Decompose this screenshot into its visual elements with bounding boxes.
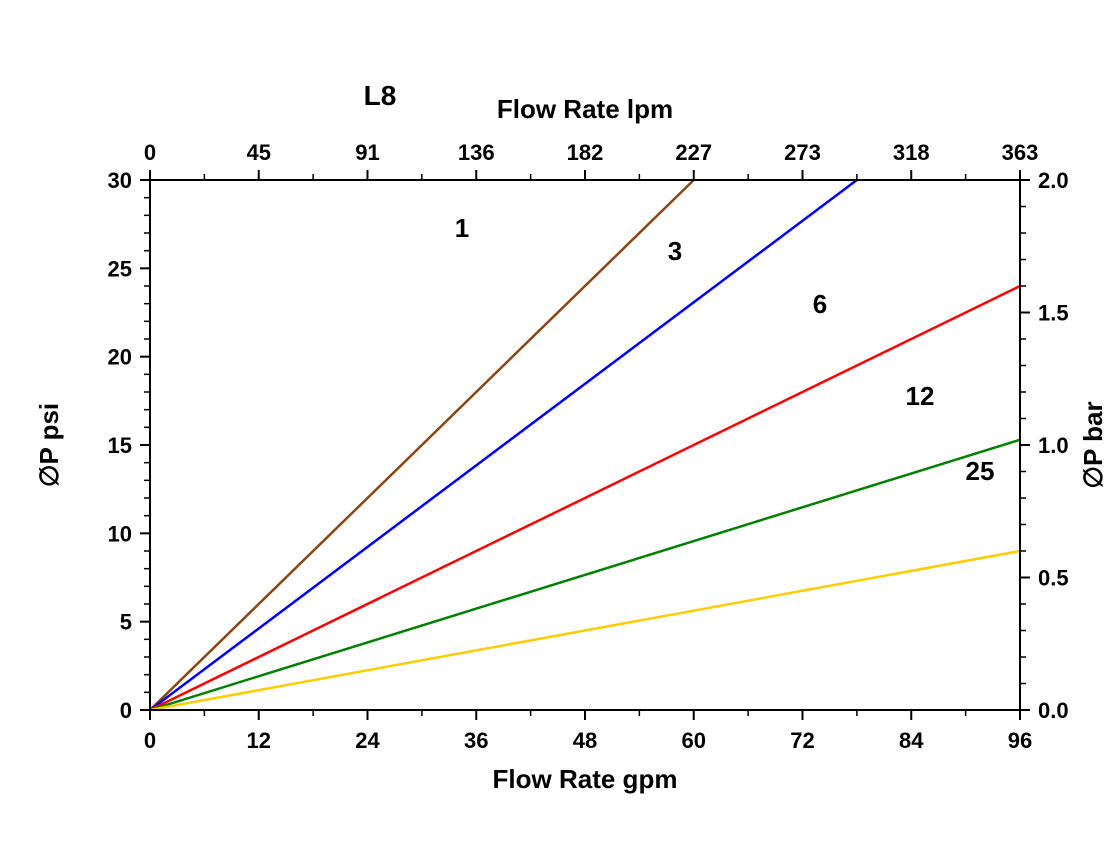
series-label-6: 6 xyxy=(813,289,827,319)
x-top-tick-label: 363 xyxy=(1002,140,1039,165)
x-top-tick-label: 318 xyxy=(893,140,930,165)
pressure-drop-chart: 01224364860728496Flow Rate gpm0459113618… xyxy=(0,0,1118,860)
x-bottom-tick-label: 84 xyxy=(899,728,924,753)
y-right-tick-label: 0.0 xyxy=(1038,698,1069,723)
y-left-tick-label: 5 xyxy=(120,610,132,635)
x-bottom-tick-label: 24 xyxy=(355,728,380,753)
x-bottom-tick-label: 96 xyxy=(1008,728,1032,753)
x-top-tick-label: 0 xyxy=(144,140,156,165)
y-left-tick-label: 30 xyxy=(108,168,132,193)
y-right-tick-label: 1.5 xyxy=(1038,301,1069,326)
series-label-12: 12 xyxy=(906,381,935,411)
x-top-tick-label: 45 xyxy=(247,140,271,165)
x-bottom-tick-label: 72 xyxy=(790,728,814,753)
y-left-tick-label: 20 xyxy=(108,345,132,370)
series-label-25: 25 xyxy=(966,456,995,486)
x-top-tick-label: 136 xyxy=(458,140,495,165)
x-bottom-tick-label: 36 xyxy=(464,728,488,753)
x-top-tick-label: 182 xyxy=(567,140,604,165)
x-top-tick-label: 227 xyxy=(675,140,712,165)
x-top-label: Flow Rate lpm xyxy=(497,94,673,124)
y-left-label: ∅P psi xyxy=(34,403,64,487)
y-left-tick-label: 0 xyxy=(120,698,132,723)
chart-title-prefix: L8 xyxy=(364,80,397,111)
x-bottom-tick-label: 12 xyxy=(247,728,271,753)
series-label-1: 1 xyxy=(455,213,469,243)
y-right-tick-label: 1.0 xyxy=(1038,433,1069,458)
y-left-tick-label: 15 xyxy=(108,433,132,458)
x-top-tick-label: 273 xyxy=(784,140,821,165)
x-bottom-label: Flow Rate gpm xyxy=(493,764,678,794)
y-right-tick-label: 2.0 xyxy=(1038,168,1069,193)
y-left-tick-label: 10 xyxy=(108,521,132,546)
x-bottom-tick-label: 48 xyxy=(573,728,597,753)
x-bottom-tick-label: 0 xyxy=(144,728,156,753)
x-bottom-tick-label: 60 xyxy=(682,728,706,753)
y-right-label: ∅P bar xyxy=(1078,401,1108,488)
y-left-tick-label: 25 xyxy=(108,256,132,281)
y-right-tick-label: 0.5 xyxy=(1038,566,1069,591)
x-top-tick-label: 91 xyxy=(355,140,379,165)
series-label-3: 3 xyxy=(668,236,682,266)
